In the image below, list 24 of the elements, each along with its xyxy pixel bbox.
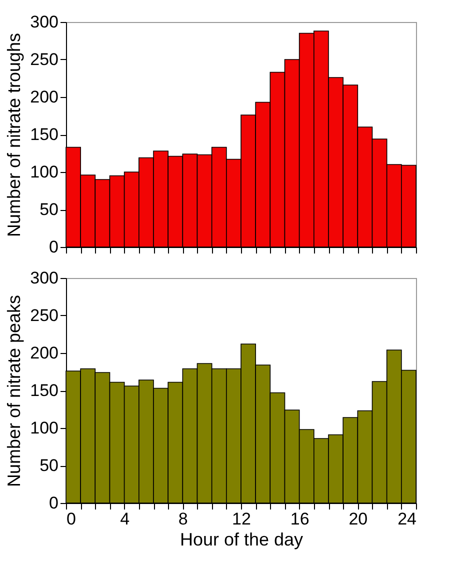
y-tick-label: 150 xyxy=(30,125,58,144)
y-tick-label: 50 xyxy=(40,200,58,219)
y-tick-label: 250 xyxy=(30,50,58,69)
y-tick-label: 200 xyxy=(30,344,58,362)
y-axis-title: Number of nitrate peaks xyxy=(4,294,24,488)
y-tick-label: 200 xyxy=(30,88,58,106)
x-axis-title: Hour of the day xyxy=(180,530,304,550)
x-tick-label: 16 xyxy=(290,510,310,528)
y-tick-label: 300 xyxy=(30,12,58,32)
x-tick-label: 20 xyxy=(348,510,368,528)
x-tick-label: 4 xyxy=(120,510,130,528)
x-tick-label: 0 xyxy=(66,510,76,528)
y-tick-label: 300 xyxy=(30,268,58,288)
y-tick-label: 100 xyxy=(30,418,58,438)
y-tick-label: 0 xyxy=(49,494,58,512)
y-tick-label: 100 xyxy=(30,162,58,182)
x-tick-label: 8 xyxy=(178,510,188,528)
x-tick-label: 24 xyxy=(398,510,416,528)
y-tick-label: 250 xyxy=(30,306,58,325)
y-tick-label: 50 xyxy=(40,456,58,475)
y-tick-label: 150 xyxy=(30,381,58,400)
y-axis-title: Number of nitrate troughs xyxy=(4,32,24,238)
x-tick-label: 12 xyxy=(232,510,251,528)
y-tick-label: 0 xyxy=(49,238,58,256)
